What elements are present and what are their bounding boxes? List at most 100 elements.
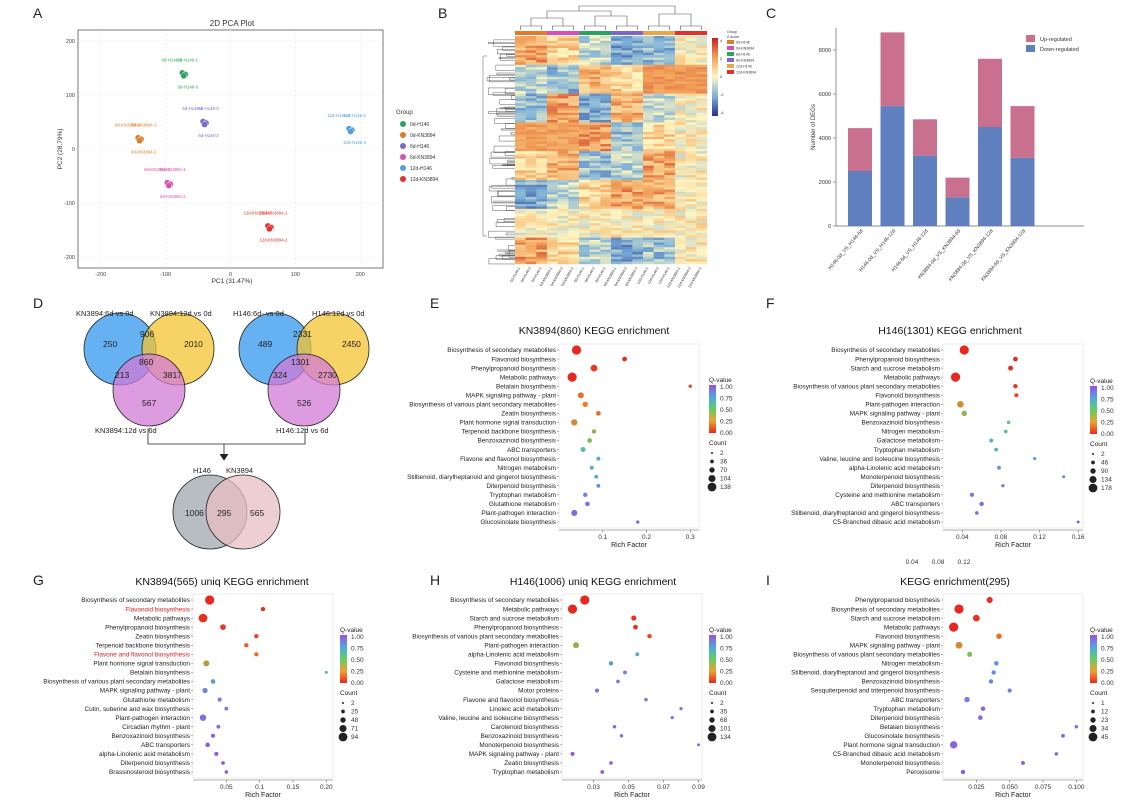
dendrogram-branch: [504, 88, 515, 94]
venn-right-val-abc: 1301: [291, 357, 310, 367]
dotplot-title: KN3894(860) KEGG enrichment: [519, 325, 670, 337]
heatmap-cell: [547, 237, 558, 241]
dotplot-term-label: Benzoxazinoid biosynthesis: [480, 733, 559, 740]
heatmap-cell: [653, 254, 665, 257]
heatmap-cell: [621, 40, 633, 44]
dotplot-point: [577, 392, 584, 399]
bar-x-labels: H146-0d_VS_H146-6dH146-0d_VS_H146-12dH14…: [827, 228, 1027, 282]
dotplot-point: [969, 492, 975, 497]
heatmap-cell: [515, 84, 526, 87]
heatmap-cell: [696, 232, 708, 236]
heatmap-cell: [589, 45, 601, 49]
dotplot-point: [679, 707, 683, 711]
heatmap-cell: [675, 103, 686, 106]
heatmap-column-label: 0d-H146-3: [531, 267, 543, 284]
heatmap-cell: [664, 261, 676, 265]
heatmap-cell: [557, 81, 569, 85]
heatmap-cell: [685, 50, 697, 53]
heatmap-cell: [600, 228, 612, 231]
heatmap-cell: [568, 139, 580, 142]
dotplot-point: [636, 520, 640, 524]
heatmap-cell: [653, 163, 665, 166]
heatmap-cell: [568, 93, 580, 97]
heatmap-cell: [536, 134, 548, 137]
heatmap-colorbar: [712, 38, 718, 116]
dotplot-point: [596, 410, 601, 416]
heatmap-cell: [685, 48, 697, 51]
dotplot-term-label: Terpenoid backbone biosynthesis: [461, 429, 556, 436]
heatmap-cell: [653, 220, 665, 224]
heatmap-cell: [685, 45, 697, 49]
heatmap-cell: [632, 261, 644, 265]
venn-left-val-bc: 3817: [163, 370, 182, 380]
heatmap-cell: [589, 52, 601, 56]
heatmap-cell: [589, 232, 601, 236]
heatmap-cell: [653, 168, 665, 171]
heatmap-cell: [632, 240, 644, 243]
heatmap-cell: [611, 148, 622, 152]
dotplot-x-tick: 0.05: [622, 784, 635, 791]
heatmap-cell: [643, 69, 654, 73]
heatmap-cell: [568, 177, 580, 181]
heatmap-cell: [621, 247, 633, 250]
dotplot-count-label: 94: [351, 734, 359, 741]
heatmap-cell: [579, 163, 590, 166]
heatmap-cell: [611, 72, 622, 75]
heatmap-cell: [568, 43, 580, 46]
heatmap-cell: [600, 88, 612, 92]
heatmap-cell: [579, 79, 590, 82]
heatmap-cell: [632, 252, 644, 255]
heatmap-cell: [653, 139, 665, 142]
heatmap-cell: [675, 108, 686, 111]
panel-f-extra-tick: 0.12: [958, 559, 971, 566]
heatmap-cell: [643, 139, 654, 142]
dotplot-x-tick: 0.08: [995, 534, 1008, 541]
heatmap-group-legend-label: 6d-H146: [736, 53, 750, 57]
heatmap-cell: [611, 247, 622, 250]
heatmap-cell: [621, 86, 633, 89]
heatmap-cell: [632, 139, 644, 142]
heatmap-cell: [547, 84, 558, 87]
heatmap-cell: [547, 76, 558, 80]
heatmap-cell: [600, 160, 612, 164]
heatmap-cell: [600, 261, 612, 265]
pca-point-label: 0d-KN3894-3: [115, 122, 141, 127]
heatmap-cell: [675, 244, 686, 248]
dotplot-q-tick: 0.25: [720, 669, 733, 676]
heatmap-cell: [600, 52, 612, 56]
heatmap-cell: [643, 110, 654, 113]
heatmap-cell: [557, 182, 569, 185]
heatmap-cell: [696, 208, 708, 212]
dotplot-x-tick: 0.05: [220, 784, 233, 791]
heatmap-cell: [675, 201, 686, 205]
heatmap-cell: [568, 192, 580, 195]
dotplot-term-label: Nitrogen metabolism: [881, 429, 940, 436]
dotplot-point: [1006, 420, 1011, 425]
heatmap-cell: [568, 218, 580, 221]
heatmap-cell: [632, 79, 644, 82]
venn-left-set-c: [112, 353, 186, 427]
heatmap-group-legend-label: 12d-H146: [736, 65, 752, 69]
heatmap-cell: [611, 184, 622, 188]
heatmap-cell: [589, 240, 601, 243]
heatmap-cell: [696, 211, 708, 214]
heatmap-cell: [685, 256, 697, 260]
heatmap-cell: [664, 117, 676, 121]
dotplot-term-label: Biosynthesis of secondary metabolites: [831, 347, 940, 354]
heatmap-cell: [547, 192, 558, 195]
heatmap-cell: [557, 201, 569, 205]
heatmap-cell: [611, 81, 622, 85]
heatmap-cell: [547, 184, 558, 188]
dotplot-term-label: Biosynthesis of secondary metabolites: [450, 597, 559, 604]
venn-left-label-c: KN3894:12d vs 6d: [95, 426, 157, 435]
heatmap-cell: [675, 177, 686, 181]
dotplot-q-tick: 0.75: [720, 396, 733, 403]
dotplot-count-dot: [1089, 475, 1097, 484]
heatmap-cell: [589, 84, 601, 87]
heatmap-cell: [515, 259, 526, 262]
pca-y-tick: -100: [64, 201, 75, 207]
bar-x-label: H146-6d_VS_H146-12d: [891, 228, 930, 273]
dotplot-term-label: MAPK signaling pathway - plant: [469, 751, 559, 758]
dotplot-title: H146(1301) KEGG enrichment: [878, 325, 1022, 337]
